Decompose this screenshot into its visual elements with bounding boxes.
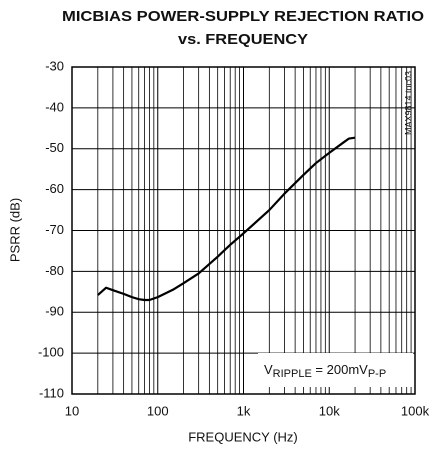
x-tick-label: 10k — [319, 403, 340, 418]
y-tick-label: -40 — [45, 99, 64, 114]
y-tick-label: -80 — [45, 263, 64, 278]
y-tick-label: -100 — [38, 345, 64, 360]
annotation-part: P-P — [368, 368, 386, 380]
y-tick-label: -30 — [45, 58, 64, 73]
x-tick-label: 100 — [147, 403, 169, 418]
annotation: VRIPPLE = 200mVP-P — [264, 362, 386, 379]
x-axis-label: FREQUENCY (Hz) — [188, 429, 298, 444]
chart-title: vs. FREQUENCY — [178, 31, 308, 48]
annotation-box — [258, 353, 413, 387]
y-tick-label: -60 — [45, 181, 64, 196]
y-tick-label: -70 — [45, 222, 64, 237]
annotation-part: RIPPLE — [273, 368, 312, 380]
y-axis-label: PSRR (dB) — [7, 198, 22, 262]
plot-frame — [71, 66, 416, 395]
x-tick-label: 10 — [65, 403, 79, 418]
chart-title: MICBIAS POWER-SUPPLY REJECTION RATIO — [62, 8, 424, 25]
x-tick-label: 1k — [237, 403, 251, 418]
annotation-part: = 200mV — [312, 362, 368, 377]
y-tick-label: -90 — [45, 304, 64, 319]
annotation-part: V — [264, 362, 273, 377]
y-tick-label: -50 — [45, 140, 64, 155]
line — [97, 136, 356, 302]
y-tick-label: -110 — [39, 385, 64, 400]
x-tick-label: 100k — [401, 403, 430, 418]
watermark: MAX9814 toc03 — [403, 71, 413, 135]
